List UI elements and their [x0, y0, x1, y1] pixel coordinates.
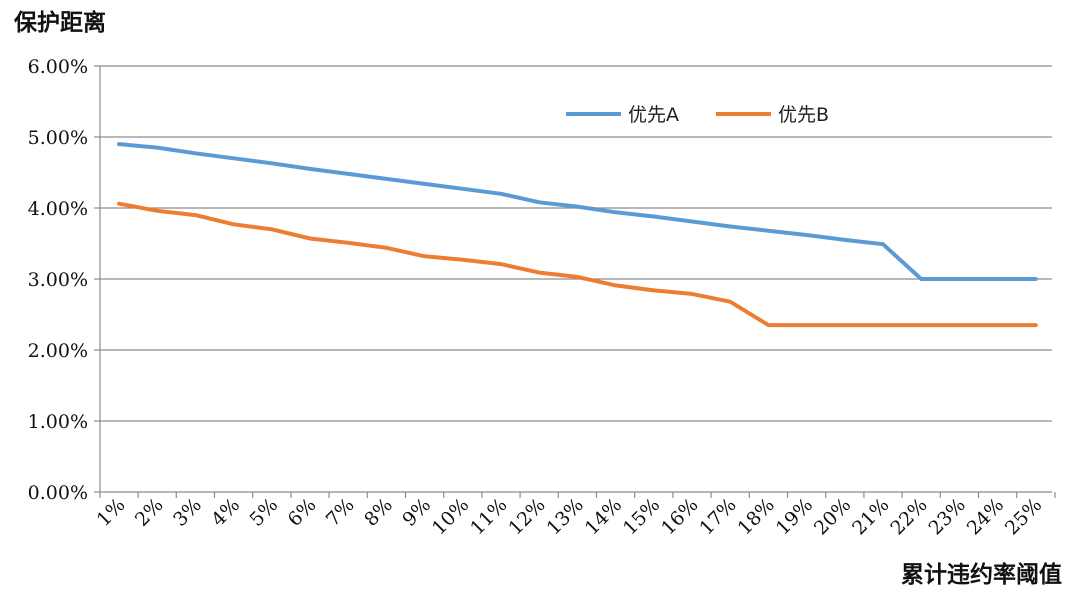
- y-tick-label: 4.00%: [28, 198, 88, 220]
- x-tick-label: 18%: [734, 494, 779, 539]
- axes: [94, 65, 1056, 498]
- series-lines: [117, 142, 1038, 328]
- x-tick-label: 11%: [466, 494, 511, 539]
- x-tick-label: 23%: [925, 494, 970, 539]
- x-tick-label: 4%: [207, 494, 244, 531]
- grid-lines: [100, 65, 1052, 422]
- x-tick-label: 1%: [93, 494, 130, 531]
- x-tick-label: 19%: [772, 494, 817, 539]
- y-tick-labels: 0.00% 1.00% 2.00% 3.00% 4.00% 5.00% 6.00%: [28, 56, 88, 504]
- y-tick-label: 6.00%: [28, 56, 88, 78]
- x-tick-label: 13%: [543, 494, 588, 539]
- x-tick-label: 21%: [848, 494, 893, 539]
- legend-label: 优先A: [628, 104, 679, 126]
- legend: 优先A 优先B: [566, 104, 829, 126]
- x-tick-label: 20%: [810, 494, 855, 539]
- x-tick-label: 16%: [657, 494, 702, 539]
- y-tick-label: 2.00%: [28, 340, 88, 362]
- y-tick-label: 5.00%: [28, 127, 88, 149]
- x-tick-label: 24%: [963, 494, 1008, 539]
- x-tick-label: 5%: [245, 494, 282, 531]
- y-tick-label: 1.00%: [28, 411, 88, 433]
- series-line-a: [117, 142, 1038, 281]
- x-tick-label: 8%: [360, 494, 397, 531]
- x-tick-label: 7%: [322, 494, 359, 531]
- x-tick-label: 10%: [428, 494, 473, 539]
- y-tick-label: 0.00%: [28, 482, 88, 504]
- x-tick-label: 25%: [1001, 494, 1046, 539]
- x-tick-label: 22%: [886, 494, 931, 539]
- x-tick-label: 17%: [695, 494, 740, 539]
- x-tick-label: 3%: [169, 494, 206, 531]
- x-tick-label: 15%: [619, 494, 664, 539]
- x-tick-label: 2%: [131, 494, 168, 531]
- x-axis-label: 累计违约率阈值: [901, 561, 1062, 588]
- series-line-b: [117, 201, 1038, 328]
- x-tick-label: 12%: [504, 494, 549, 539]
- y-tick-label: 3.00%: [28, 269, 88, 291]
- x-tick-label: 6%: [284, 494, 321, 531]
- chart-title: 保护距离: [13, 9, 106, 36]
- legend-label: 优先B: [778, 104, 829, 126]
- x-tick-labels: 1% 2% 3% 4% 5% 6% 7% 8% 9%10%11%12%13%14%15%16%1…: [93, 494, 1047, 539]
- x-tick-label: 14%: [581, 494, 626, 539]
